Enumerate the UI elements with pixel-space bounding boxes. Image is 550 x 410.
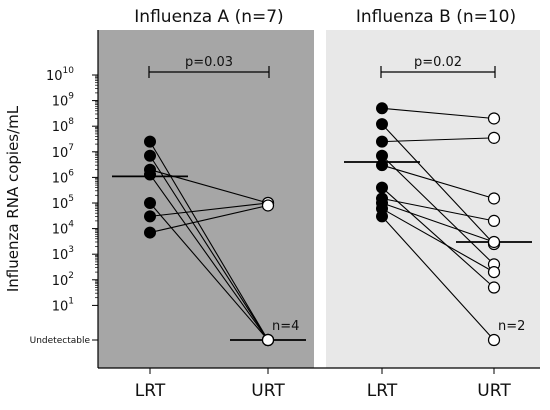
pair-line — [381, 123, 495, 245]
lrt-point — [144, 210, 156, 223]
pair-line — [381, 137, 495, 143]
pair-lines — [149, 107, 495, 341]
lrt-point — [144, 149, 156, 162]
y-tick-label: 103 — [52, 245, 74, 263]
y-axis-label: Influenza RNA copies/mL — [4, 105, 22, 292]
panel-title: Influenza B (n=10) — [356, 7, 516, 27]
urt-point — [487, 214, 501, 227]
x-tick-label-lrt: LRT — [367, 381, 398, 401]
y-tick-label: 107 — [52, 143, 74, 161]
panel-title: Influenza A (n=7) — [134, 7, 283, 27]
lrt-point — [376, 118, 388, 131]
axes — [92, 30, 540, 374]
pair-line — [381, 107, 495, 120]
pair-line — [381, 216, 495, 341]
pair-line — [381, 208, 495, 273]
lrt-point — [144, 135, 156, 148]
pair-line — [381, 164, 495, 200]
urt-point — [487, 131, 501, 144]
urt-point — [261, 333, 275, 347]
y-tick-label: 1010 — [46, 66, 74, 84]
x-tick-label-urt: URT — [477, 381, 511, 401]
pair-line — [149, 169, 269, 204]
panel-b-background — [326, 30, 540, 368]
lrt-point — [376, 181, 388, 194]
lrt-point — [376, 210, 388, 223]
pair-line — [381, 197, 495, 222]
pair-line — [381, 202, 495, 243]
y-tick-label: 106 — [52, 168, 75, 186]
pair-line — [149, 155, 269, 341]
chart-text: 101 102 103 104 105 106 107 108 109 1010 Undetecta… — [4, 7, 525, 401]
p-value-label: p=0.03 — [185, 55, 233, 70]
urt-point — [487, 281, 501, 294]
lrt-point — [376, 102, 388, 115]
pair-line — [149, 174, 269, 341]
urt-point — [487, 265, 501, 279]
y-tick-label: 108 — [52, 117, 75, 135]
p-value-label: p=0.02 — [414, 55, 462, 70]
lrt-point — [144, 226, 156, 239]
lrt-point — [144, 197, 156, 209]
x-tick-label-urt: URT — [251, 381, 285, 401]
y-tick-label: 101 — [52, 296, 74, 314]
lrt-point — [376, 159, 388, 172]
undetectable-count-label: n=4 — [272, 319, 299, 334]
pair-line — [381, 187, 495, 288]
data-points — [144, 102, 501, 347]
panel-a-background — [98, 30, 314, 368]
pair-line — [149, 202, 269, 341]
urt-point — [487, 235, 501, 249]
urt-point — [487, 192, 501, 205]
urt-point — [261, 199, 275, 212]
y-tick-label: 104 — [52, 220, 75, 238]
urt-point — [487, 112, 501, 125]
y-tick-label: 102 — [52, 271, 74, 289]
y-tick-label: 109 — [52, 92, 75, 110]
pair-line — [149, 202, 269, 217]
lrt-point — [376, 135, 388, 148]
lrt-point — [144, 168, 156, 181]
undetectable-count-label: n=2 — [498, 319, 525, 334]
pair-line — [149, 204, 269, 234]
y-tick-label-undetectable: Undetectable — [30, 336, 91, 346]
x-tick-label-lrt: LRT — [135, 381, 166, 401]
y-tick-label: 105 — [52, 194, 74, 212]
urt-point — [487, 333, 501, 347]
